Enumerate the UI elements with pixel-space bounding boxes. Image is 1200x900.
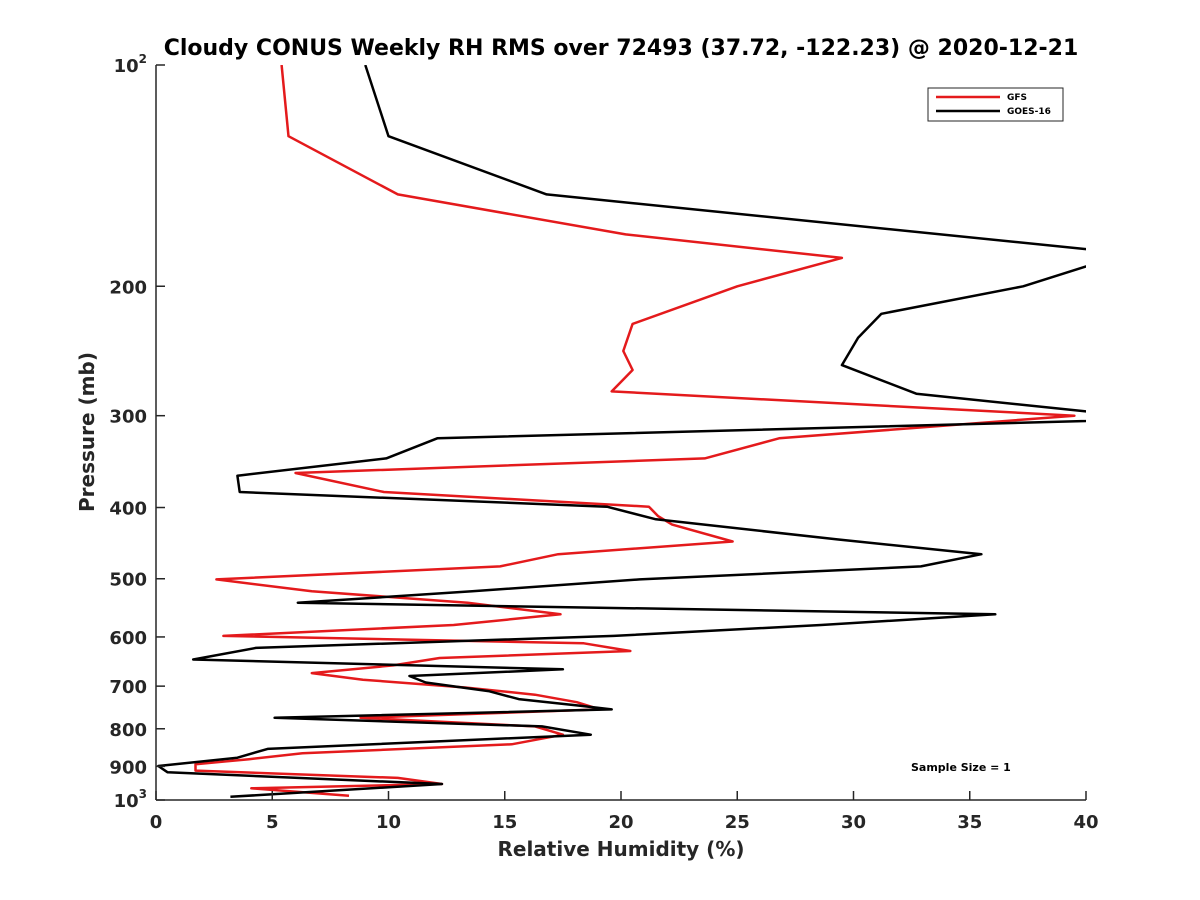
legend: GFS GOES-16 [927, 87, 1064, 122]
legend-box [927, 87, 1064, 122]
y-tick-label: 102 [114, 52, 147, 77]
x-tick-label: 10 [376, 812, 401, 833]
chart-title: Cloudy CONUS Weekly RH RMS over 72493 (3… [164, 36, 1079, 61]
x-tick-label: 20 [608, 812, 633, 833]
x-tick-label: 40 [1073, 812, 1098, 833]
y-tick-label: 103 [114, 787, 147, 812]
legend-label-goes16: GOES-16 [1007, 107, 1051, 117]
legend-label-gfs: GFS [1007, 93, 1027, 103]
sample-size-annotation: Sample Size = 1 [911, 761, 1011, 774]
series-line-goes16 [157, 65, 1086, 799]
y-tick-label: 300 [109, 407, 147, 428]
y-tick-label: 400 [109, 499, 147, 520]
y-ticks: 102 200 300 400 500 600 700 800 900 103 [109, 52, 165, 812]
x-ticks: 0 5 10 15 20 25 30 35 40 [150, 791, 1099, 833]
y-tick-label: 600 [109, 628, 147, 649]
x-tick-label: 5 [266, 812, 279, 833]
x-tick-label: 15 [492, 812, 517, 833]
series-line-gfs [194, 65, 1076, 798]
x-tick-label: 25 [725, 812, 750, 833]
y-tick-label: 700 [109, 677, 147, 698]
x-tick-label: 0 [150, 812, 163, 833]
y-axis-label: Pressure (mb) [75, 352, 99, 512]
y-tick-label: 800 [109, 720, 147, 741]
y-tick-label: 500 [109, 570, 147, 591]
series-layer [157, 65, 1086, 799]
x-axis-label: Relative Humidity (%) [497, 837, 744, 861]
x-tick-label: 35 [957, 812, 982, 833]
x-tick-label: 30 [841, 812, 866, 833]
y-tick-label: 200 [109, 277, 147, 298]
y-tick-label: 900 [109, 757, 147, 778]
